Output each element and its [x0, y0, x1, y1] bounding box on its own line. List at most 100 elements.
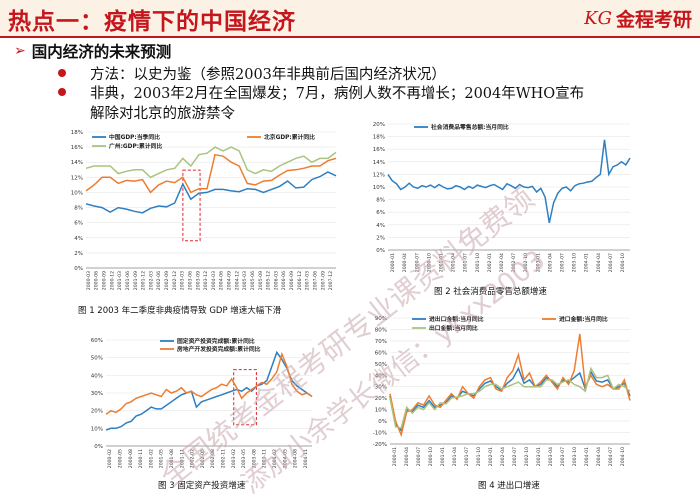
x-tick-label: 2001-07	[464, 447, 470, 466]
series-line-2	[389, 366, 631, 429]
x-tick-label: 2007-12	[328, 271, 334, 290]
legend-label: 进口金额:当月同比	[559, 315, 608, 323]
x-tick-label: 2000-04	[404, 447, 410, 466]
series-line-2	[85, 146, 337, 179]
x-tick-label: 2000-01	[390, 253, 396, 272]
section-title: 国内经济的未来预测	[31, 42, 172, 61]
x-tick-label: 2001-06	[125, 271, 131, 290]
x-tick-label: 2005-12	[266, 271, 272, 290]
x-tick-label: 2006-03	[273, 271, 279, 290]
section-heading: ➢ 国内经济的未来预测	[14, 40, 171, 62]
series-line-0	[387, 139, 631, 224]
x-tick-label: 2004-11	[303, 449, 309, 468]
y-tick-label: -20%	[373, 442, 387, 448]
y-tick-label: 70%	[375, 339, 387, 345]
x-tick-label: 2001-02	[148, 449, 154, 468]
y-tick-label: 14%	[71, 160, 83, 166]
x-tick-label: 2003-01	[535, 253, 541, 272]
x-tick-label: 2002-03	[148, 271, 154, 290]
y-tick-label: 18%	[373, 135, 385, 141]
chart-svg: 0%2%4%6%8%10%12%14%16%18%2000-03 2000-06 2…	[71, 130, 337, 290]
legend-label: 房地产开发投资完成额:累计同比	[177, 345, 261, 353]
x-tick-label: 2004-12	[234, 271, 240, 290]
y-tick-label: 50%	[91, 356, 103, 362]
y-tick-label: 0%	[94, 444, 103, 450]
y-tick-label: 16%	[71, 145, 83, 151]
x-tick-label: 2003-01	[536, 447, 542, 466]
x-tick-label: 2000-08	[128, 449, 134, 468]
header-bar: 热点一：疫情下的中国经济 KG 金程考研	[0, 0, 700, 36]
y-tick-label: 50%	[375, 362, 387, 368]
x-tick-label: 2001-01	[438, 253, 444, 272]
x-tick-label: 2001-10	[476, 447, 482, 466]
x-tick-label: 2002-07	[511, 253, 517, 272]
x-tick-label: 2007-09	[320, 271, 326, 290]
x-tick-label: 2003-10	[572, 253, 578, 272]
y-tick-label: -10%	[373, 431, 387, 437]
x-tick-label: 2006-09	[289, 271, 295, 290]
legend-label: 出口金额:当月同比	[429, 324, 478, 332]
y-tick-label: 0%	[378, 419, 387, 425]
x-tick-label: 2004-08	[293, 449, 299, 468]
chart-retail-caption: 图 2 社会消费品零售总额增速	[434, 287, 547, 297]
arrow-bullet-icon: ➢	[14, 43, 26, 59]
y-tick-label: 10%	[375, 408, 387, 414]
chart-investment-caption: 图 3 固定资产投资增速	[158, 481, 246, 491]
x-tick-label: 2000-10	[426, 253, 432, 272]
x-tick-label: 2001-07	[463, 253, 469, 272]
x-tick-label: 2000-10	[428, 447, 434, 466]
logo-text: 金程考研	[615, 8, 692, 31]
x-tick-label: 2003-07	[560, 447, 566, 466]
chart-retail-sales: 0% 2% 4% 6% 8% 10% 12% 14% 16% 18% 20% 2000-01 2000-…	[362, 118, 634, 280]
x-tick-label: 2004-04	[596, 447, 602, 466]
x-tick-label: 2004-05	[282, 449, 288, 468]
x-tick-label: 2002-05	[200, 449, 206, 468]
y-tick-label: 12%	[373, 172, 385, 178]
y-tick-label: 14%	[373, 160, 385, 166]
y-tick-label: 20%	[375, 396, 387, 402]
y-tick-label: 10%	[373, 185, 385, 191]
x-tick-label: 2000-04	[402, 253, 408, 272]
y-tick-label: 40%	[375, 373, 387, 379]
x-tick-label: 2002-09	[164, 271, 170, 290]
y-tick-label: 4%	[74, 236, 83, 242]
chart-svg: 0% 2% 4% 6% 8% 10% 12% 14% 16% 18% 20% 2000-01 2000-…	[373, 122, 631, 272]
x-tick-label: 2003-03	[180, 271, 186, 290]
y-tick-label: 8%	[74, 206, 83, 212]
x-tick-label: 2002-06	[156, 271, 162, 290]
x-tick-label: 2001-11	[179, 449, 185, 468]
bullet-text: 非典，2003年2月在全国爆发；7月，病例人数不再增长；2004年WHO宣布	[90, 86, 585, 102]
x-tick-label: 2003-05	[241, 449, 247, 468]
y-tick-label: 40%	[91, 373, 103, 379]
bullet-dot-icon	[58, 88, 66, 96]
legend-label: 固定资产投资完成额:累计同比	[177, 337, 255, 345]
y-tick-label: 20%	[91, 409, 103, 415]
x-tick-label: 2004-09	[227, 271, 233, 290]
x-tick-label: 2002-04	[500, 447, 506, 466]
x-tick-label: 2001-04	[451, 253, 457, 272]
x-tick-label: 2005-03	[242, 271, 248, 290]
chart-svg: 0% 10% 20% 30% 40% 50% 60% 2000-02 2000-05 2000-0…	[91, 337, 313, 468]
x-tick-label: 2002-02	[190, 449, 196, 468]
x-tick-label: 2001-03	[117, 271, 123, 290]
page-title: 热点一：疫情下的中国经济	[8, 8, 296, 35]
chart-trade-caption: 图 4 进出口增速	[478, 481, 540, 491]
legend-label: 进出口金额:当月同比	[429, 315, 484, 323]
x-tick-label: 2002-10	[523, 253, 529, 272]
header-divider	[0, 36, 700, 38]
x-tick-label: 2002-01	[487, 253, 493, 272]
x-tick-label: 2002-04	[499, 253, 505, 272]
x-tick-label: 2001-05	[159, 449, 165, 468]
x-tick-label: 2001-04	[452, 447, 458, 466]
chart-trade: -20% -10% 0% 10% 20% 30% 40% 50% 60% 70% 80% 90% 200…	[362, 312, 634, 474]
chart-gdp: 0% 2% 4% 6% 8% 10% 12% 14% 16% 18% 2000-03 2000-06 2…	[60, 126, 340, 302]
y-tick-label: 90%	[375, 316, 387, 322]
y-tick-label: 2%	[376, 235, 385, 241]
x-tick-label: 2006-06	[281, 271, 287, 290]
y-tick-label: 0%	[376, 248, 385, 254]
x-tick-label: 2000-07	[416, 447, 422, 466]
x-tick-label: 2003-02	[231, 449, 237, 468]
x-tick-label: 2004-07	[608, 253, 614, 272]
x-tick-label: 2004-02	[272, 449, 278, 468]
x-tick-label: 2003-09	[195, 271, 201, 290]
